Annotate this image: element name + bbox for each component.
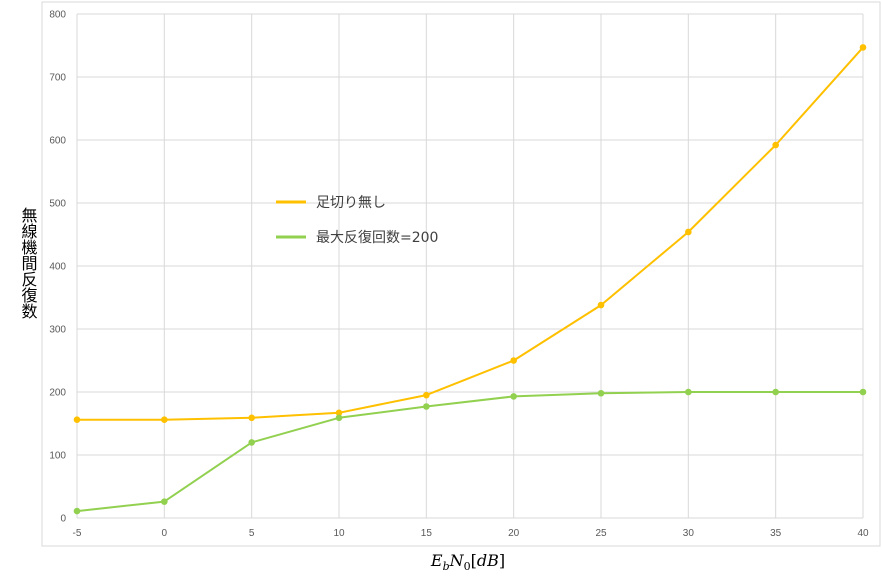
- data-point: [510, 357, 517, 364]
- x-tick-label: 35: [770, 528, 782, 539]
- x-tick-label: 40: [857, 528, 869, 539]
- x-tick-label: 0: [162, 528, 168, 539]
- data-point: [423, 403, 430, 410]
- x-tick-label: 10: [333, 528, 345, 539]
- data-point: [248, 414, 255, 422]
- series-2: [73, 388, 867, 515]
- data-point: [685, 228, 692, 236]
- x-tick-label: 25: [595, 528, 607, 539]
- legend-label: 最大反復回数=200: [316, 229, 438, 246]
- data-point: [73, 416, 81, 424]
- x-tick-label: 30: [683, 528, 695, 539]
- series-1: [73, 44, 867, 424]
- y-tick-label: 500: [49, 199, 66, 210]
- data-point: [248, 439, 255, 446]
- x-tick-label: 20: [508, 528, 520, 539]
- data-point: [335, 414, 343, 422]
- x-tick-label: 15: [421, 528, 433, 539]
- y-tick-label: 800: [49, 10, 66, 21]
- data-point: [161, 498, 168, 505]
- data-point: [859, 388, 867, 396]
- y-tick-label: 100: [49, 451, 66, 462]
- data-point: [597, 389, 605, 397]
- data-point: [73, 507, 81, 515]
- data-point: [335, 409, 343, 417]
- plot-area-frame: [41, 1, 881, 547]
- y-tick-labels: 0 100 200 300 400 500 600 700 800: [49, 10, 66, 525]
- x-axis-label: EbN0[dB]: [430, 551, 505, 573]
- x-tick-label: 5: [249, 528, 255, 539]
- legend-item: 最大反復回数=200: [276, 229, 438, 246]
- y-tick-label: 700: [49, 73, 66, 84]
- y-tick-label: 600: [49, 136, 66, 147]
- series-line: [77, 46, 864, 421]
- series-layer: [73, 44, 867, 515]
- data-point: [161, 416, 168, 424]
- data-point: [859, 44, 867, 51]
- data-point: [772, 388, 779, 396]
- data-point: [423, 391, 430, 399]
- data-point: [772, 141, 779, 149]
- x-tick-labels: -5 0 5 10 15 20 25 30 35 40: [73, 528, 869, 539]
- y-tick-label: 200: [49, 388, 66, 399]
- y-tick-label: 300: [49, 325, 66, 336]
- series-line: [76, 391, 863, 513]
- data-point: [597, 301, 605, 309]
- y-gridlines: [77, 13, 863, 519]
- data-point: [510, 393, 517, 400]
- y-tick-label: 0: [60, 514, 66, 525]
- legend-item: 足切り無し: [276, 195, 386, 211]
- y-axis-label: 無線機間反復数: [19, 207, 38, 319]
- y-tick-label: 400: [49, 262, 66, 273]
- legend-label: 足切り無し: [316, 195, 386, 211]
- x-gridlines: [76, 14, 864, 518]
- x-tick-label: -5: [73, 528, 82, 539]
- data-point: [685, 388, 692, 396]
